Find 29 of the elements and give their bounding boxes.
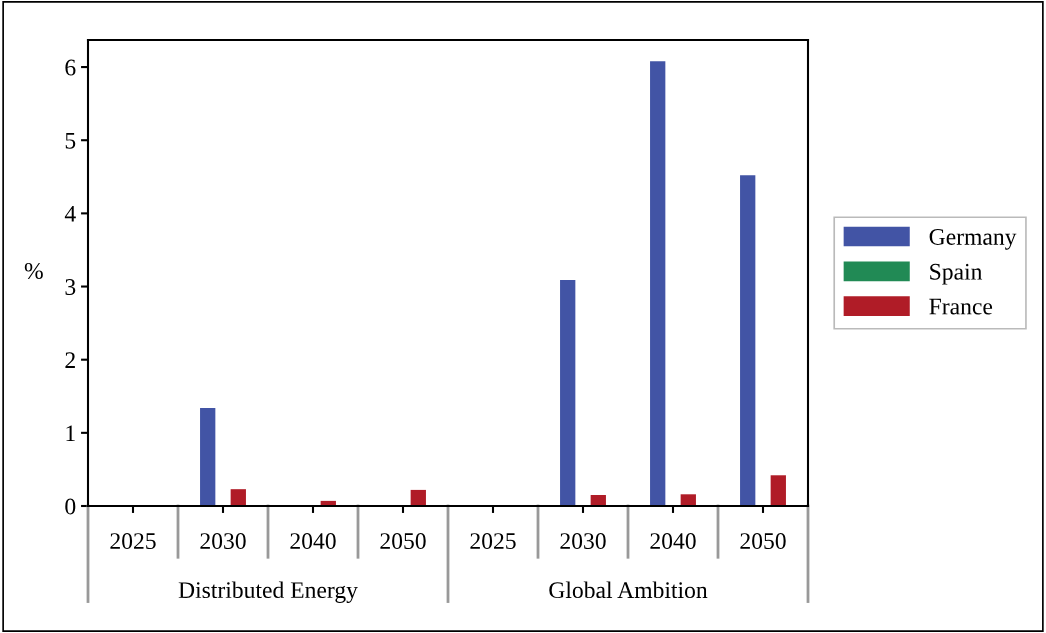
bar (680, 494, 696, 506)
y-tick-label: 6 (65, 59, 76, 76)
bar (770, 475, 786, 506)
y-tick-label: 1 (66, 425, 75, 442)
y-tick-label: 4 (64, 206, 76, 222)
y-tick-label: 5 (65, 132, 76, 149)
text: Global Ambition (549, 581, 708, 599)
bar (230, 489, 246, 506)
y-axis-title: % (24, 262, 43, 279)
bar (560, 279, 576, 506)
bar (410, 489, 426, 506)
y-tick-label: 0 (65, 498, 76, 515)
y-tick-label: 3 (65, 279, 76, 295)
x-tick-label: 2050 (740, 533, 786, 550)
bar (650, 61, 666, 506)
x-tick-label: 2030 (200, 533, 246, 550)
legend-label: Spain (930, 263, 983, 285)
x-tick-label: 2040 (650, 533, 696, 550)
x-tick-label: 2025 (470, 533, 516, 550)
x-tick-label: 2040 (290, 533, 336, 550)
legend-label: France (929, 298, 993, 315)
y-tick-label: 2 (65, 352, 75, 368)
bar (200, 407, 216, 506)
x-tick-label: 2050 (380, 533, 426, 550)
legend-label: Germany (929, 229, 1017, 250)
text: Distributed Energy (178, 581, 358, 603)
x-tick-label: 2030 (560, 533, 606, 550)
x-tick-label: 2025 (110, 533, 156, 550)
bar (740, 175, 756, 506)
